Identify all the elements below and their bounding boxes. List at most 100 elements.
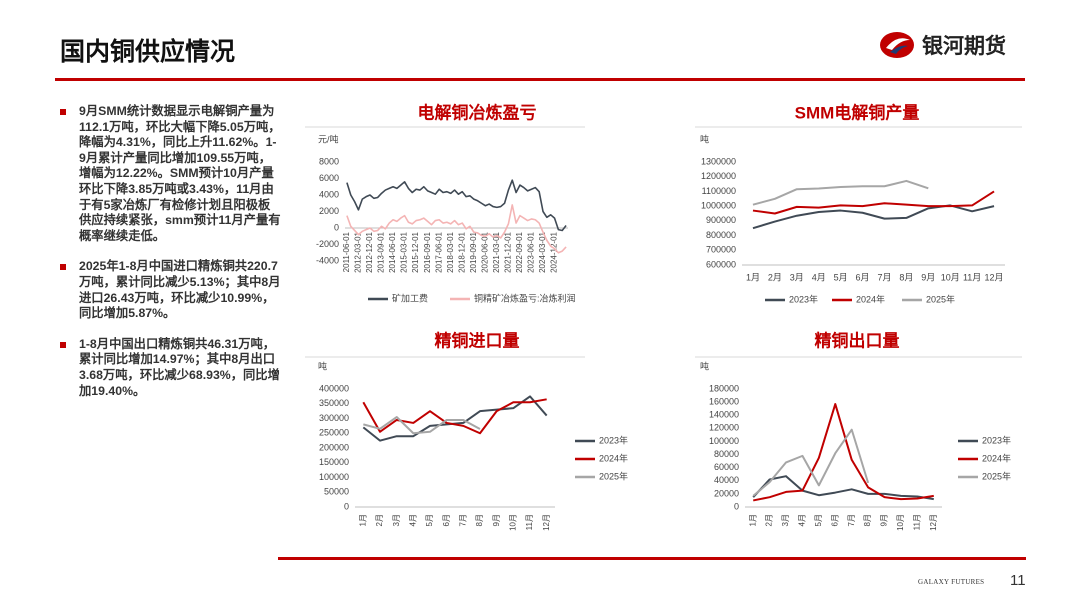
legend-label: 铜精矿冶炼盈亏:冶炼利润 [474, 292, 576, 303]
chart-title: SMM电解铜产量 [795, 102, 920, 122]
legend-label: 2025年 [926, 293, 955, 304]
x-tick-label: 2021-03-01 [492, 231, 501, 272]
legend-label: 2023年 [599, 434, 628, 445]
y-axis-label: 吨 [318, 360, 327, 371]
y-tick-label: 400000 [319, 383, 349, 393]
y-tick-label: 200000 [319, 442, 349, 452]
y-tick-label: 50000 [324, 487, 349, 497]
logo: 银河期货 [878, 30, 1006, 60]
x-tick-label: 8月 [475, 514, 484, 526]
x-tick-label: 12月 [929, 514, 938, 531]
y-tick-label: 6000 [319, 173, 339, 183]
x-tick-label: 1月 [746, 272, 760, 282]
legend-label: 2025年 [599, 470, 628, 481]
x-tick-label: 12月 [542, 514, 551, 531]
series-line [752, 475, 934, 501]
y-tick-label: 600000 [706, 259, 736, 269]
x-tick-label: 2015-03-01 [400, 231, 409, 272]
series-line [752, 190, 995, 215]
header-rule [55, 78, 1025, 81]
x-tick-label: 9月 [921, 272, 935, 282]
y-tick-label: 1000000 [701, 201, 736, 211]
series-line [752, 428, 870, 497]
series-line [363, 416, 481, 435]
bullet-list: 9月SMM统计数据显示电解铜产量为112.1万吨，环比大幅下降5.05万吨，降幅… [60, 104, 282, 414]
page-number: 11 [1010, 572, 1026, 589]
bullet: 1-8月中国出口精炼铜共46.31万吨，累计同比增加14.97%；其中8月出口3… [60, 337, 282, 399]
y-tick-label: 60000 [714, 462, 739, 472]
x-tick-label: 5月 [425, 514, 434, 526]
x-tick-label: 2017-06-01 [434, 231, 443, 272]
chart-title: 精铜出口量 [815, 330, 900, 350]
y-tick-label: -2000 [316, 239, 339, 249]
x-tick-label: 10月 [896, 514, 905, 531]
x-tick-label: 2016-09-01 [423, 231, 432, 272]
logo-text: 银河期货 [922, 35, 1006, 58]
x-tick-label: 7月 [458, 514, 467, 526]
y-tick-label: 1100000 [702, 186, 736, 196]
legend-label: 2023年 [982, 434, 1011, 445]
y-tick-label: 800000 [706, 230, 736, 240]
y-tick-label: 700000 [706, 245, 736, 255]
y-tick-label: 1300000 [701, 156, 736, 166]
x-tick-label: 2014-06-01 [388, 231, 397, 272]
x-tick-label: 7月 [847, 514, 856, 526]
chart-title: 电解铜冶炼盈亏 [418, 102, 537, 122]
x-tick-label: 7月 [877, 272, 891, 282]
y-tick-label: 100000 [319, 472, 349, 482]
x-tick-label: 9月 [492, 514, 501, 526]
x-tick-label: 2月 [768, 272, 782, 282]
x-tick-label: 8月 [863, 514, 872, 526]
x-tick-label: 5月 [834, 272, 848, 282]
x-tick-label: 2015-12-01 [411, 231, 420, 272]
x-tick-label: 2020-06-01 [480, 231, 489, 272]
logo-icon [880, 32, 914, 58]
y-axis-label: 吨 [700, 360, 709, 371]
x-tick-label: 2021-12-01 [504, 231, 513, 272]
y-tick-label: 80000 [714, 449, 739, 459]
x-tick-label: 2022-09-01 [515, 231, 524, 272]
legend-label: 2025年 [982, 470, 1011, 481]
bullet: 9月SMM统计数据显示电解铜产量为112.1万吨，环比大幅下降5.05万吨，降幅… [60, 104, 282, 244]
x-tick-label: 10月 [941, 272, 960, 282]
x-tick-label: 1月 [358, 514, 367, 526]
y-tick-label: 1200000 [701, 171, 736, 181]
series-line [362, 398, 547, 435]
x-tick-label: 2018-03-01 [446, 231, 455, 272]
x-tick-label: 6月 [856, 272, 870, 282]
y-tick-label: 0 [334, 222, 339, 232]
x-tick-label: 4月 [812, 272, 826, 282]
chart-title: 精铜进口量 [435, 330, 520, 350]
y-tick-label: 160000 [709, 396, 739, 406]
x-tick-label: 1月 [748, 514, 757, 526]
x-tick-label: 5月 [814, 514, 823, 526]
x-tick-label: 2月 [765, 514, 774, 526]
y-tick-label: 4000 [319, 189, 339, 199]
x-tick-label: 12月 [985, 272, 1004, 282]
y-tick-label: 350000 [319, 398, 349, 408]
x-tick-label: 3月 [392, 514, 401, 526]
x-tick-label: 11月 [912, 514, 921, 530]
y-tick-label: 140000 [709, 410, 739, 420]
y-tick-label: 0 [344, 501, 349, 511]
y-tick-label: 180000 [709, 383, 739, 393]
x-tick-label: 6月 [830, 514, 839, 526]
x-tick-label: 2024-03-01 [538, 231, 547, 272]
x-tick-label: 11月 [963, 272, 981, 282]
series-line [346, 204, 567, 254]
y-axis-label: 元/吨 [318, 133, 339, 144]
x-tick-label: 2019-09-01 [469, 231, 478, 272]
x-tick-label: 8月 [899, 272, 913, 282]
x-tick-label: 2013-09-01 [377, 231, 386, 272]
y-tick-label: 150000 [319, 457, 349, 467]
y-tick-label: 8000 [319, 156, 339, 166]
bullet: 2025年1-8月中国进口精炼铜共220.7万吨，累计同比减少5.13%；其中8… [60, 259, 282, 321]
x-tick-label: 9月 [880, 514, 889, 526]
footer-rule [278, 557, 1026, 560]
y-tick-label: 250000 [319, 428, 349, 438]
x-tick-label: 3月 [790, 272, 804, 282]
x-tick-label: 2018-12-01 [457, 231, 466, 272]
x-tick-label: 4月 [798, 514, 807, 526]
x-tick-label: 2024-12-01 [550, 231, 559, 272]
